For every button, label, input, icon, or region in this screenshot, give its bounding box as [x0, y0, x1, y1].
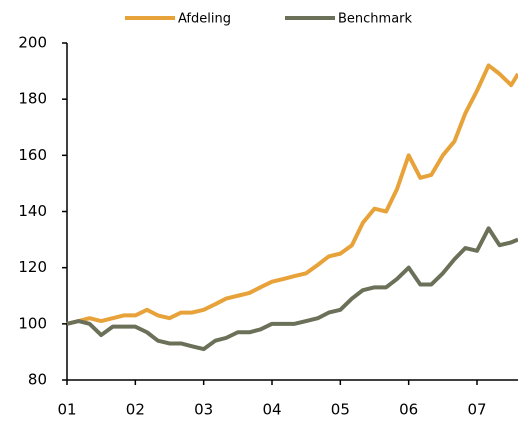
y-tick-label: 160: [18, 146, 47, 164]
y-tick-label: 200: [18, 34, 47, 52]
x-tick-label: 02: [126, 401, 145, 419]
x-tick-label: 01: [57, 401, 76, 419]
legend-label: Afdeling: [178, 12, 231, 27]
series-line: [66, 63, 518, 326]
series-line: [66, 226, 518, 352]
y-tick-label: 140: [18, 202, 47, 220]
x-tick-label: 05: [331, 401, 350, 419]
y-tick-label: 180: [18, 90, 47, 108]
x-tick-label: 03: [194, 401, 213, 419]
y-tick-label: 100: [18, 314, 47, 332]
x-tick-label: 07: [467, 401, 486, 419]
y-tick-label: 80: [28, 371, 47, 389]
x-tick-label: 04: [262, 401, 281, 419]
x-tick-label: 06: [399, 401, 418, 419]
legend-label: Benchmark: [338, 12, 413, 27]
y-tick-label: 120: [18, 258, 47, 276]
